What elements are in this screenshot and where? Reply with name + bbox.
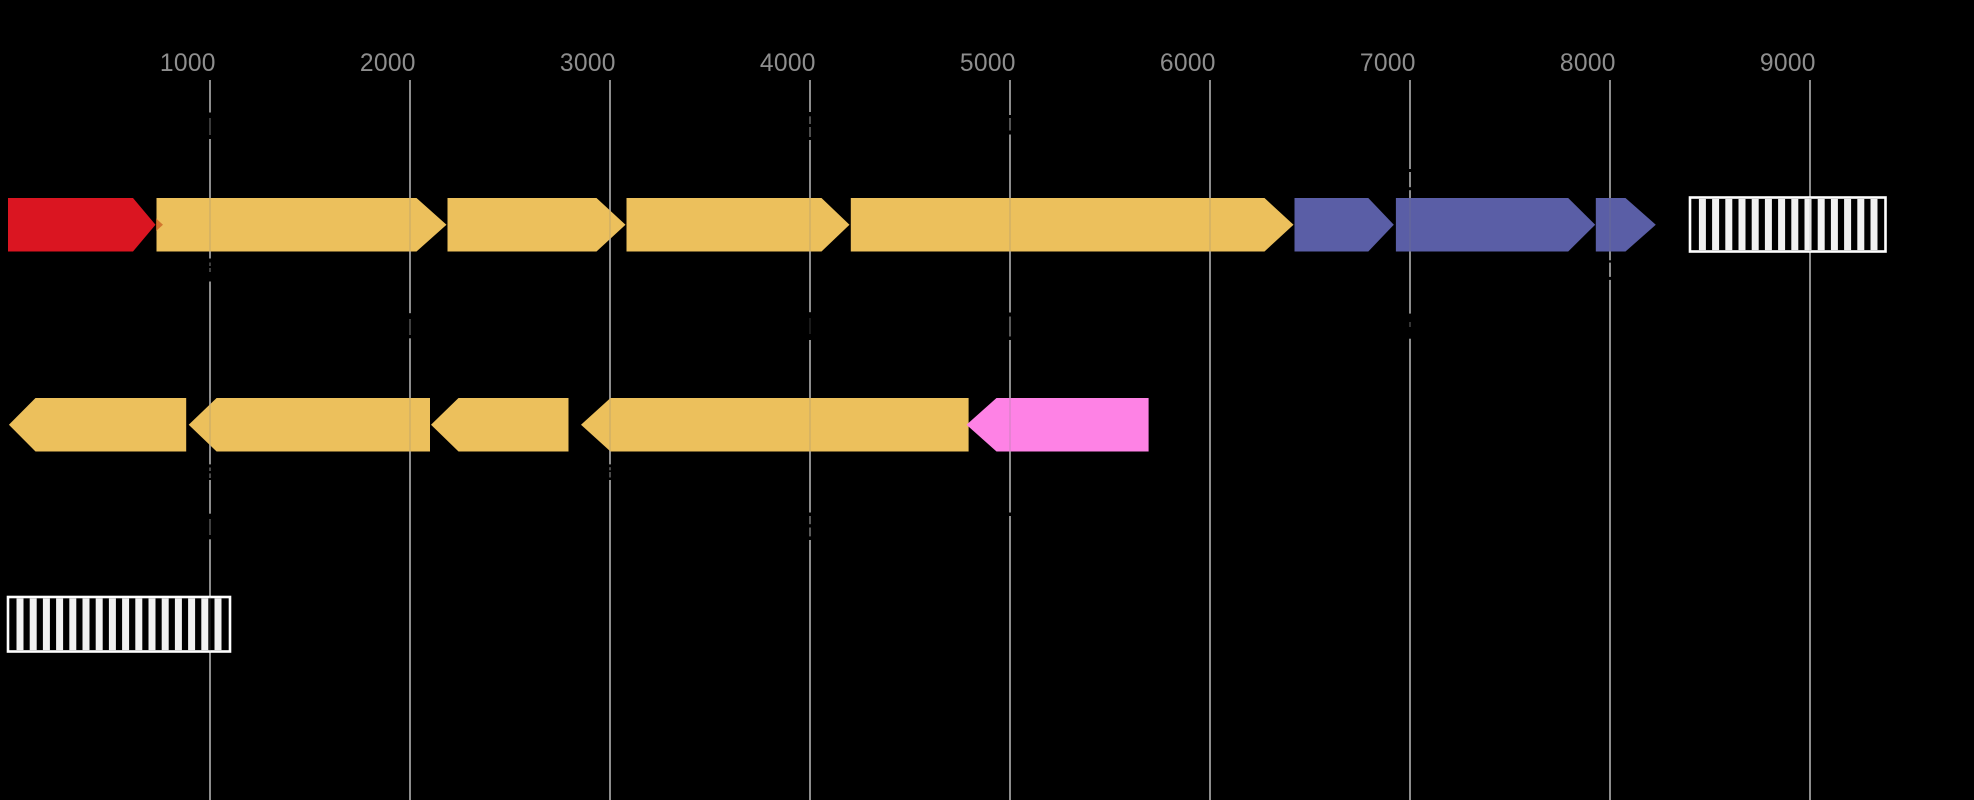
svg-text:3000: 3000 [560,50,616,77]
svg-text:8000: 8000 [1560,50,1616,77]
svg-text:5000: 5000 [960,50,1016,77]
svg-text:1000: 1000 [160,50,216,77]
svg-text:6000: 6000 [1160,50,1216,77]
svg-text:7000: 7000 [1360,50,1416,77]
svg-text:2000: 2000 [360,50,416,77]
svg-text:9000: 9000 [1760,50,1816,77]
svg-text:4000: 4000 [760,50,816,77]
